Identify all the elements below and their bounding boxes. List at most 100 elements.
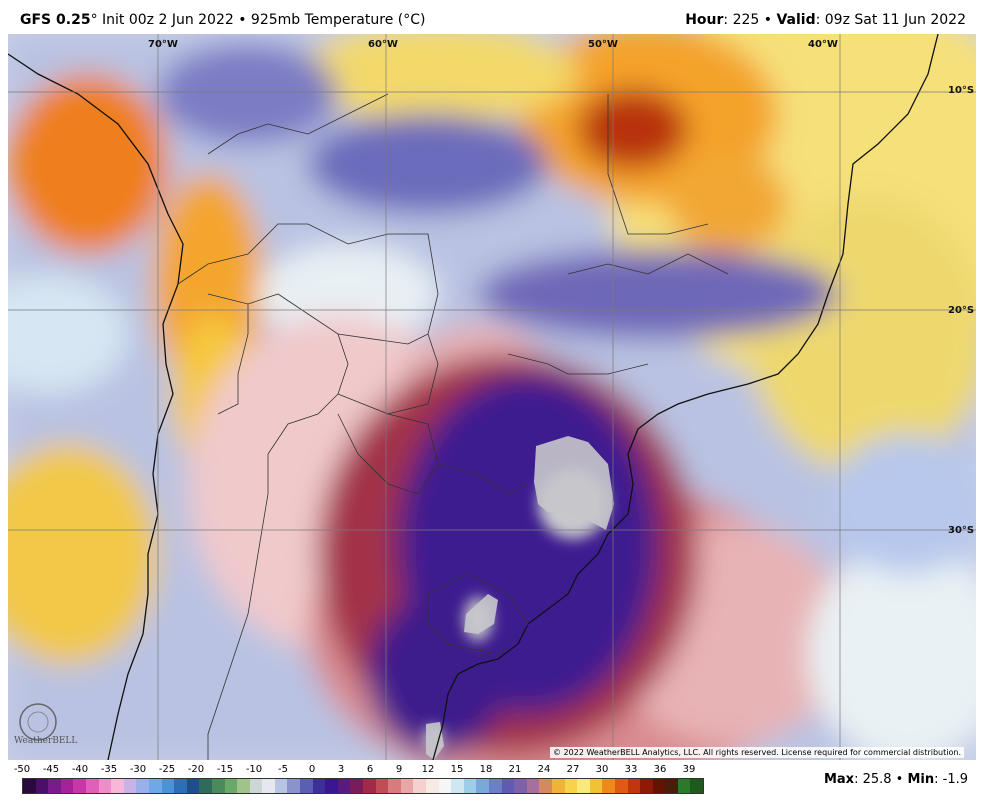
colorbar-tick-label: -50: [13, 764, 31, 775]
map-svg: 70°W 60°W 50°W 40°W 10°S 20°S 30°S: [8, 34, 976, 760]
colorbar: -50 -45 -40 -35 -30 -25 -20 -15 -10 -5 0 3 6 9 12 15 18 2…: [8, 760, 984, 808]
colorbar-tick-label: -15: [216, 764, 234, 775]
lon-label: 40°W: [808, 39, 838, 50]
coastline: [8, 34, 939, 760]
colorbar-swatch: [652, 779, 666, 793]
init-and-field: Init 00z 2 Jun 2022 • 925mb Temperature …: [97, 12, 426, 28]
hour-value: : 225 •: [723, 12, 777, 28]
degree-symbol: °: [90, 12, 98, 28]
colorbar-ticks: -50 -45 -40 -35 -30 -25 -20 -15 -10 -5 0 3 6 9 12 15 18 2…: [14, 764, 712, 778]
colorbar-swatch: [337, 779, 351, 793]
colorbar-swatch: [73, 779, 86, 793]
map-header: GFS 0.25° Init 00z 2 Jun 2022 • 925mb Te…: [0, 0, 984, 34]
colorbar-tick-label: 6: [366, 764, 374, 775]
colorbar-swatch: [677, 779, 691, 793]
valid-value: : 09z Sat 11 Jun 2022: [815, 12, 966, 28]
colorbar-swatch: [614, 779, 628, 793]
colorbar-swatch: [501, 779, 515, 793]
colorbar-tick-label: 39: [682, 764, 696, 775]
colorbar-swatch: [300, 779, 313, 793]
colorbar-swatch: [640, 779, 653, 793]
max-label: Max: [823, 772, 855, 787]
colorbar-tick-label: 21: [508, 764, 522, 775]
lon-label: 50°W: [588, 39, 618, 50]
subzero-area: [426, 722, 444, 760]
colorbar-swatch: [237, 779, 250, 793]
subzero-area: [534, 436, 614, 530]
weatherbell-logo-mark: [19, 703, 57, 741]
colorbar-swatch: [551, 779, 565, 793]
lon-label: 70°W: [148, 39, 178, 50]
colorbar-swatch: [375, 779, 389, 793]
colorbar-strip: [22, 778, 704, 794]
colorbar-swatch: [539, 779, 552, 793]
colorbar-swatch: [413, 779, 426, 793]
colorbar-swatch: [526, 779, 540, 793]
colorbar-tick-label: -10: [245, 764, 263, 775]
colorbar-swatch: [363, 779, 376, 793]
colorbar-swatch: [123, 779, 137, 793]
colorbar-swatch: [85, 779, 99, 793]
colorbar-swatch: [23, 779, 36, 793]
colorbar-swatch: [400, 779, 414, 793]
copyright-notice: © 2022 WeatherBELL Analytics, LLC. All r…: [550, 747, 964, 758]
colorbar-swatch: [463, 779, 477, 793]
valid-label: Valid: [776, 12, 816, 28]
min-value: : -1.9: [934, 772, 968, 787]
colorbar-swatch: [426, 779, 439, 793]
colorbar-tick-label: 3: [337, 764, 345, 775]
colorbar-swatch: [488, 779, 502, 793]
model-name: GFS 0.25: [20, 12, 91, 28]
colorbar-tick-label: -20: [187, 764, 205, 775]
colorbar-swatch: [350, 779, 364, 793]
colorbar-swatch: [224, 779, 238, 793]
colorbar-swatch: [199, 779, 212, 793]
colorbar-swatch: [161, 779, 175, 793]
max-min-readout: Max: 25.8 • Min: -1.9: [824, 772, 968, 787]
lat-label: 30°S: [948, 525, 974, 536]
colorbar-swatch: [514, 779, 527, 793]
colorbar-tick-label: 15: [450, 764, 464, 775]
colorbar-tick-label: -45: [42, 764, 60, 775]
header-title: GFS 0.25° Init 00z 2 Jun 2022 • 925mb Te…: [20, 12, 425, 28]
colorbar-tick-label: -30: [129, 764, 147, 775]
subzero-area: [464, 594, 498, 634]
lon-label: 60°W: [368, 39, 398, 50]
colorbar-tick-label: 24: [537, 764, 551, 775]
colorbar-tick-label: 12: [421, 764, 435, 775]
colorbar-swatch: [60, 779, 74, 793]
colorbar-swatch: [274, 779, 288, 793]
colorbar-swatch: [136, 779, 149, 793]
colorbar-tick-label: 27: [566, 764, 580, 775]
lat-label: 10°S: [948, 85, 974, 96]
colorbar-swatch: [287, 779, 301, 793]
min-label: Min: [907, 772, 935, 787]
weatherbell-logo: WeatherBELL: [14, 736, 78, 746]
colorbar-swatch: [48, 779, 61, 793]
colorbar-tick-label: 36: [653, 764, 667, 775]
colorbar-swatch: [388, 779, 401, 793]
lat-label: 20°S: [948, 305, 974, 316]
colorbar-tick-label: -40: [71, 764, 89, 775]
graticule: [8, 34, 976, 760]
colorbar-swatch: [589, 779, 603, 793]
colorbar-swatch: [665, 779, 678, 793]
hour-label: Hour: [685, 12, 724, 28]
colorbar-swatch: [211, 779, 225, 793]
colorbar-swatch: [262, 779, 275, 793]
country-borders: [177, 93, 729, 760]
colorbar-swatch: [148, 779, 162, 793]
colorbar-tick-label: 18: [479, 764, 493, 775]
colorbar-tick-label: 33: [624, 764, 638, 775]
colorbar-swatch: [438, 779, 452, 793]
colorbar-swatch: [476, 779, 489, 793]
max-value: : 25.8 •: [854, 772, 908, 787]
temperature-field: [8, 34, 976, 760]
colorbar-swatch: [174, 779, 187, 793]
colorbar-swatch: [451, 779, 464, 793]
colorbar-swatch: [111, 779, 124, 793]
colorbar-tick-label: 9: [395, 764, 403, 775]
colorbar-swatch: [325, 779, 338, 793]
colorbar-swatch: [577, 779, 590, 793]
colorbar-swatch: [690, 779, 704, 793]
